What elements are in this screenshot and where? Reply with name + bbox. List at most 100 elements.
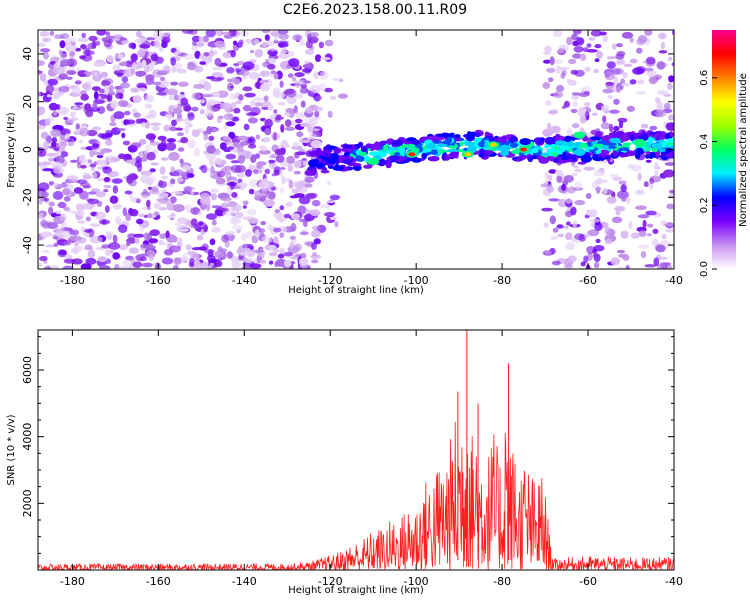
noise-blob [92,171,97,180]
noise-blob [602,88,614,94]
noise-blob [180,136,189,144]
noise-blob [110,100,118,109]
noise-blob [199,99,206,104]
noise-blob [668,75,674,83]
noise-blob [38,142,43,147]
noise-blob [50,265,59,269]
noise-blob [85,109,94,118]
noise-blob [248,138,254,143]
noise-blob [279,205,285,211]
noise-blob [272,132,278,141]
noise-blob [193,84,205,89]
noise-blob [58,85,70,93]
noise-blob [135,118,141,124]
signal-blob [648,136,653,144]
colorbar-tick-label: 0.2 [699,197,710,213]
noise-blob [660,262,672,269]
noise-blob [264,128,272,136]
noise-blob [563,175,574,183]
noise-blob [151,186,159,193]
signal-blob [474,132,482,138]
signal-blob [426,143,437,150]
noise-blob [632,67,644,75]
noise-blob [558,67,570,71]
noise-blob [295,118,303,124]
noise-blob [171,119,177,127]
noise-blob [588,37,596,41]
noise-blob [283,112,290,116]
noise-blob [556,224,564,229]
noise-blob [231,192,238,198]
noise-blob [594,44,602,49]
noise-blob [101,80,111,87]
noise-blob [60,151,69,158]
noise-blob [262,136,271,143]
noise-blob [148,254,155,262]
signal-blob [555,140,565,146]
noise-blob [105,31,111,37]
noise-blob [586,246,596,254]
noise-blob [101,219,107,225]
signal-blob [640,133,649,141]
noise-blob [161,257,174,265]
noise-blob [622,72,628,79]
noise-blob [66,175,79,181]
noise-blob [38,212,44,217]
noise-blob [653,257,660,267]
snr-plot: -180 -160 -140 -120 -100 -80 -60 -40 2000 4000 600… [6,329,683,596]
noise-blob [286,155,295,164]
noise-blob [572,220,578,228]
noise-blob [105,231,114,240]
noise-blob [668,56,673,62]
noise-blob [261,235,272,244]
signal-blob [668,151,674,157]
noise-blob [558,199,567,208]
noise-blob [169,126,177,132]
noise-blob [645,210,657,216]
y-tick-label: 6000 [21,356,34,384]
noise-blob [68,118,75,123]
noise-blob [114,85,122,90]
noise-blob [108,91,116,96]
noise-blob [174,222,181,226]
noise-blob [246,231,252,238]
noise-blob [279,186,285,195]
noise-blob [151,81,162,85]
noise-blob [548,174,553,181]
noise-blob [642,219,647,228]
noise-blob [211,219,217,226]
signal-blob [391,139,404,147]
noise-blob [140,243,149,249]
noise-blob [62,188,71,196]
noise-blob [172,204,185,213]
noise-blob [268,260,274,265]
noise-blob [135,30,142,38]
noise-blob [215,30,224,37]
noise-blob [636,38,646,46]
noise-blob [329,216,337,220]
noise-blob [287,51,295,57]
noise-blob [607,228,616,237]
noise-blob [139,225,144,234]
noise-blob [602,35,609,43]
noise-blob [141,121,147,128]
noise-blob [216,260,223,268]
signal-blob [590,136,601,141]
noise-blob [108,242,121,250]
noise-blob [95,211,106,221]
noise-blob [261,106,270,110]
noise-blob [254,229,260,238]
signal-blob [355,155,362,159]
noise-blob [160,157,169,161]
noise-blob [38,124,46,130]
noise-blob [157,135,167,141]
noise-blob [663,169,674,178]
x-tick-label: -140 [232,274,257,287]
noise-blob [85,216,91,222]
noise-blob [583,255,589,264]
noise-blob [191,35,201,42]
noise-blob [318,83,327,92]
noise-blob [238,39,244,45]
noise-blob [139,138,147,145]
noise-blob [144,66,150,73]
